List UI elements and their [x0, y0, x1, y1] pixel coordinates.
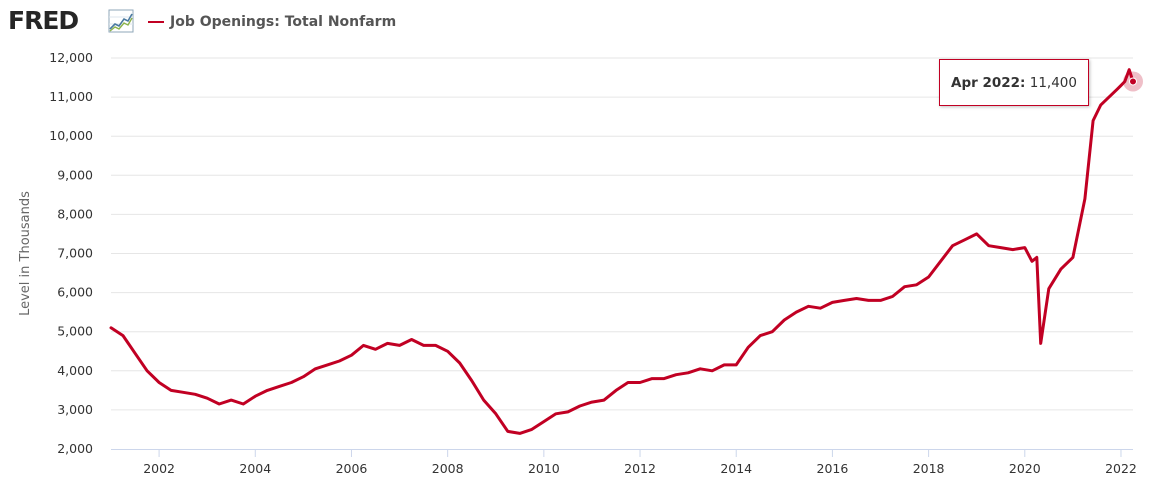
x-tick-label: 2004 [239, 461, 271, 476]
x-tick-label: 2006 [336, 461, 368, 476]
y-axis-ticks: 2,000 3,000 4,000 5,000 6,000 7,000 8,000 9,000… [49, 50, 93, 456]
legend-series-label: Job Openings: Total Nonfarm [170, 14, 397, 30]
y-tick-label: 9,000 [57, 167, 93, 182]
data-tooltip: Apr 2022: 11,400 [939, 59, 1089, 106]
hover-marker-layer [1123, 71, 1143, 92]
x-tick-label: 2016 [817, 461, 849, 476]
y-axis-label: Level in Thousands [18, 191, 33, 316]
chart-header: FRED Job Openings: Total Nonfarm [0, 0, 1155, 42]
y-tick-label: 8,000 [57, 206, 93, 221]
series-line[interactable] [109, 68, 1135, 435]
series-layer [109, 68, 1135, 435]
fred-line-chart-icon [108, 9, 134, 33]
y-tick-label: 2,000 [57, 441, 93, 456]
y-tick-label: 5,000 [57, 324, 93, 339]
x-tick-label: 2018 [913, 461, 945, 476]
x-tick-label: 2012 [624, 461, 656, 476]
tooltip-date: Apr 2022: [951, 74, 1026, 91]
data-point-marker[interactable] [1129, 77, 1137, 86]
legend-swatch [148, 21, 164, 23]
x-tick-label: 2014 [720, 461, 752, 476]
y-tick-label: 3,000 [57, 402, 93, 417]
x-axis-ticks: 2002 2004 2006 2008 2010 2012 2014 2016 2018 2020… [143, 449, 1137, 476]
y-tick-label: 6,000 [57, 285, 93, 300]
x-tick-label: 2010 [528, 461, 560, 476]
x-tick-label: 2002 [143, 461, 175, 476]
y-tick-label: 10,000 [49, 128, 93, 143]
fred-logo[interactable]: FRED [8, 6, 79, 35]
y-tick-label: 12,000 [49, 50, 93, 65]
grid-lines [111, 57, 1133, 411]
x-tick-label: 2020 [1009, 461, 1041, 476]
chart-legend[interactable]: Job Openings: Total Nonfarm [148, 12, 396, 32]
x-tick-label: 2022 [1105, 461, 1137, 476]
y-tick-label: 11,000 [49, 89, 93, 104]
x-tick-label: 2008 [432, 461, 464, 476]
y-tick-label: 4,000 [57, 363, 93, 378]
y-tick-label: 7,000 [57, 246, 93, 261]
tooltip-value: 11,400 [1029, 74, 1077, 91]
